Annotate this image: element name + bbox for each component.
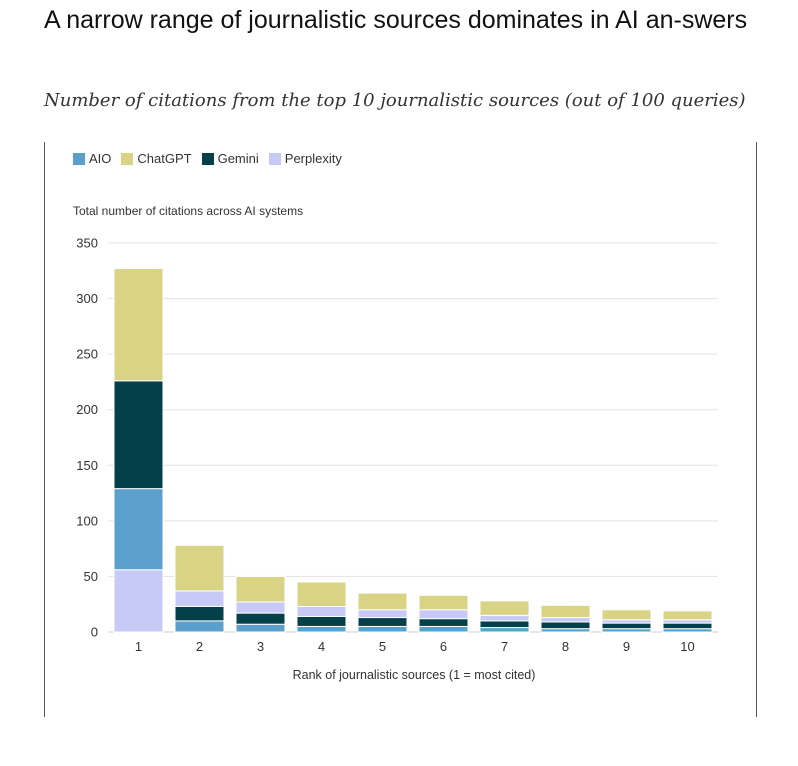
bar-segment-perplexity bbox=[540, 617, 591, 623]
bar-segment-perplexity bbox=[296, 605, 347, 617]
legend-label-perplexity: Perplexity bbox=[284, 151, 342, 166]
legend-item-aio: AIO bbox=[73, 151, 111, 166]
legend-swatch-gemini bbox=[201, 152, 214, 165]
bar-segment-gemini bbox=[662, 622, 713, 630]
y-axis-label: Total number of citations across AI syst… bbox=[73, 204, 304, 218]
bar-segment-chatgpt bbox=[418, 594, 469, 611]
bar-segment-gemini bbox=[235, 612, 286, 625]
chart-subtitle: Number of citations from the top 10 jour… bbox=[44, 90, 746, 111]
bar-segment-chatgpt bbox=[296, 581, 347, 607]
legend-label-aio: AIO bbox=[89, 151, 112, 166]
bar-segment-perplexity bbox=[418, 609, 469, 620]
bar-segment-chatgpt bbox=[235, 575, 286, 603]
y-tick-label: 300 bbox=[76, 291, 98, 306]
bar-segment-aio bbox=[601, 628, 652, 633]
bar-segment-chatgpt bbox=[662, 610, 713, 621]
bar-segment-gemini bbox=[540, 621, 591, 630]
y-tick-label: 50 bbox=[84, 569, 98, 584]
legend-item-chatgpt: ChatGPT bbox=[121, 151, 192, 166]
bar-segment-chatgpt bbox=[113, 268, 164, 382]
x-tick-label: 10 bbox=[680, 639, 694, 654]
bar-segment-aio bbox=[357, 625, 408, 633]
bar-segment-perplexity bbox=[174, 590, 225, 607]
x-axis-label: Rank of journalistic sources (1 = most c… bbox=[292, 668, 536, 682]
bar-segment-aio bbox=[296, 625, 347, 633]
bar-segment-gemini bbox=[479, 620, 530, 629]
x-tick-label: 7 bbox=[501, 639, 508, 654]
legend-swatch-perplexity bbox=[268, 152, 281, 165]
legend-label-gemini: Gemini bbox=[217, 151, 259, 166]
legend-swatch-chatgpt bbox=[121, 152, 134, 165]
bar-segment-chatgpt bbox=[601, 609, 652, 621]
frame-right-border bbox=[756, 142, 757, 717]
legend-swatch-aio bbox=[73, 152, 85, 165]
bar-segment-chatgpt bbox=[174, 544, 225, 592]
legend-item-perplexity: Perplexity bbox=[268, 151, 342, 166]
chart-title: A narrow range of journalistic sources d… bbox=[44, 6, 748, 34]
x-tick-label: 9 bbox=[623, 639, 630, 654]
x-tick-label: 5 bbox=[379, 639, 386, 654]
bar-segment-perplexity bbox=[235, 601, 286, 614]
y-tick-label: 150 bbox=[76, 458, 98, 473]
legend-item-gemini: Gemini bbox=[201, 151, 259, 166]
y-tick-label: 0 bbox=[91, 625, 98, 640]
bar-segment-aio bbox=[113, 488, 164, 571]
x-tick-label: 2 bbox=[196, 639, 203, 654]
bar-segment-chatgpt bbox=[540, 604, 591, 619]
bar-segment-aio bbox=[418, 625, 469, 633]
bar-segment-gemini bbox=[418, 618, 469, 627]
bar-segment-aio bbox=[540, 628, 591, 633]
y-tick-label: 200 bbox=[76, 402, 98, 417]
bar-segment-perplexity bbox=[479, 614, 530, 622]
bar-segment-gemini bbox=[174, 605, 225, 622]
bar-segment-perplexity bbox=[662, 619, 713, 624]
bar-segment-aio bbox=[174, 620, 225, 633]
bar-segment-chatgpt bbox=[479, 600, 530, 616]
bar-segment-gemini bbox=[296, 615, 347, 627]
legend-label-chatgpt: ChatGPT bbox=[137, 151, 192, 166]
chart-legend: AIO ChatGPT Gemini Perplexity bbox=[73, 151, 342, 166]
frame-left-border bbox=[44, 142, 45, 717]
x-tick-label: 3 bbox=[257, 639, 264, 654]
bar-segment-gemini bbox=[357, 617, 408, 627]
x-tick-label: 6 bbox=[440, 639, 447, 654]
bar-segment-aio bbox=[479, 627, 530, 633]
bar-segment-gemini bbox=[113, 380, 164, 490]
bar-segment-perplexity bbox=[601, 619, 652, 624]
y-tick-label: 350 bbox=[76, 236, 98, 251]
bar-segment-aio bbox=[235, 623, 286, 633]
bar-segment-gemini bbox=[601, 622, 652, 630]
x-tick-label: 4 bbox=[318, 639, 325, 654]
bar-segment-perplexity bbox=[357, 609, 408, 619]
bar-segment-perplexity bbox=[113, 569, 164, 633]
y-tick-label: 250 bbox=[76, 347, 98, 362]
bar-segment-aio bbox=[662, 628, 713, 633]
x-tick-label: 8 bbox=[562, 639, 569, 654]
bar-segment-chatgpt bbox=[357, 592, 408, 611]
x-tick-label: 1 bbox=[135, 639, 142, 654]
y-tick-label: 100 bbox=[76, 513, 98, 528]
